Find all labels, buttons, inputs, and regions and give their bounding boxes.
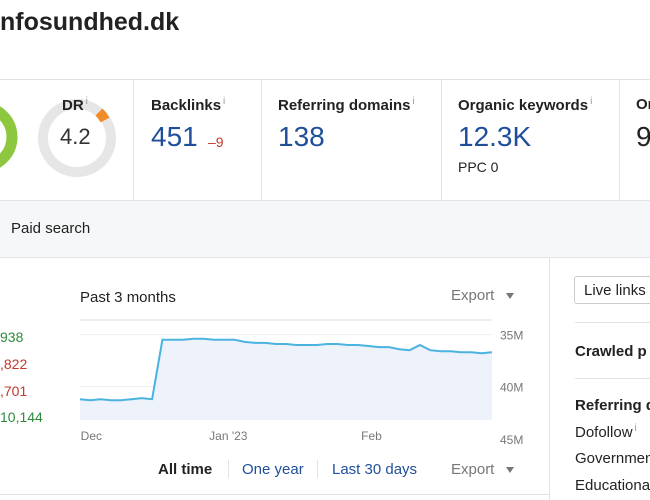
side-item: Educational — [575, 477, 650, 494]
time-filter[interactable]: One year — [242, 461, 304, 478]
metric-value[interactable]: 12.3K — [458, 121, 532, 152]
time-filter[interactable]: All time — [158, 461, 213, 478]
y-tick-label: 35M — [500, 329, 523, 343]
area — [80, 338, 492, 420]
metric-value[interactable]: 138 — [278, 121, 325, 152]
divider — [228, 460, 229, 478]
tab[interactable]: Paid search — [11, 220, 91, 237]
y-tick-label: 40M — [500, 381, 523, 395]
metric-value: 9 — [636, 121, 650, 152]
label: Referring domains — [278, 97, 411, 114]
divider — [619, 80, 620, 200]
x-tick-label: Dec — [81, 429, 102, 443]
divider — [549, 258, 550, 500]
chart: 35M 40M 45M Dec Jan '23 Feb — [79, 319, 523, 447]
metric-value[interactable]: 451 — [151, 121, 198, 152]
label: DR — [62, 97, 84, 114]
donuts — [0, 99, 116, 177]
label: Live links — [584, 282, 646, 299]
metric-value: 4.2 — [60, 124, 91, 149]
live-links-button[interactable]: Live links — [574, 276, 650, 304]
divider — [0, 494, 549, 495]
y-tick-label: 45M — [500, 433, 523, 447]
side-heading: Crawled p — [575, 343, 647, 360]
dr-donut — [38, 99, 116, 177]
caret — [505, 467, 514, 473]
domain-title: nfosundhed.dk — [0, 8, 180, 36]
left-value: ,822 — [0, 356, 28, 372]
metric-label: DR i — [62, 96, 88, 114]
info-icon[interactable]: i — [412, 96, 415, 107]
info-icon[interactable]: i — [223, 96, 226, 107]
rating-donut — [0, 106, 18, 168]
label: Dofollow — [575, 424, 633, 441]
info-icon[interactable]: i — [634, 423, 637, 434]
metric-sub: PPC 0 — [458, 159, 499, 175]
metric-label: Backlinks i — [151, 96, 225, 114]
label: Organic keywords — [458, 97, 589, 114]
x-tick-label: Feb — [361, 429, 382, 443]
dr-donut-segment — [95, 108, 110, 123]
divider — [261, 80, 262, 200]
label: Backlinks — [151, 97, 222, 114]
info-icon[interactable]: i — [85, 96, 88, 107]
side-item: Dofollow i — [575, 423, 637, 441]
chart-title: Past 3 months — [80, 289, 176, 306]
divider — [317, 460, 318, 478]
divider — [575, 378, 650, 379]
side-item: Governmen — [575, 450, 650, 467]
time-filter[interactable]: Last 30 days — [332, 461, 418, 478]
metric-label: Or — [636, 96, 650, 113]
label: Export — [451, 461, 495, 478]
left-value: ,701 — [0, 383, 28, 399]
divider — [575, 322, 650, 323]
divider — [0, 79, 650, 80]
left-value: 10,144 — [0, 409, 43, 425]
side-heading: Referring d — [575, 397, 650, 414]
caret — [505, 293, 514, 299]
export-button[interactable]: Export — [451, 287, 515, 304]
label: Export — [451, 287, 495, 304]
x-tick-label: Jan '23 — [209, 429, 248, 443]
divider — [0, 257, 650, 258]
left-value: 938 — [0, 329, 24, 345]
export-button[interactable]: Export — [451, 461, 515, 478]
tab-bar — [0, 201, 650, 257]
divider — [133, 80, 134, 200]
divider — [0, 200, 650, 201]
info-icon[interactable]: i — [590, 96, 593, 107]
metric-change: –9 — [208, 134, 224, 150]
metric-label: Referring domains i — [278, 96, 415, 114]
divider — [441, 80, 442, 200]
line — [79, 337, 493, 402]
metric-label: Organic keywords i — [458, 96, 592, 114]
